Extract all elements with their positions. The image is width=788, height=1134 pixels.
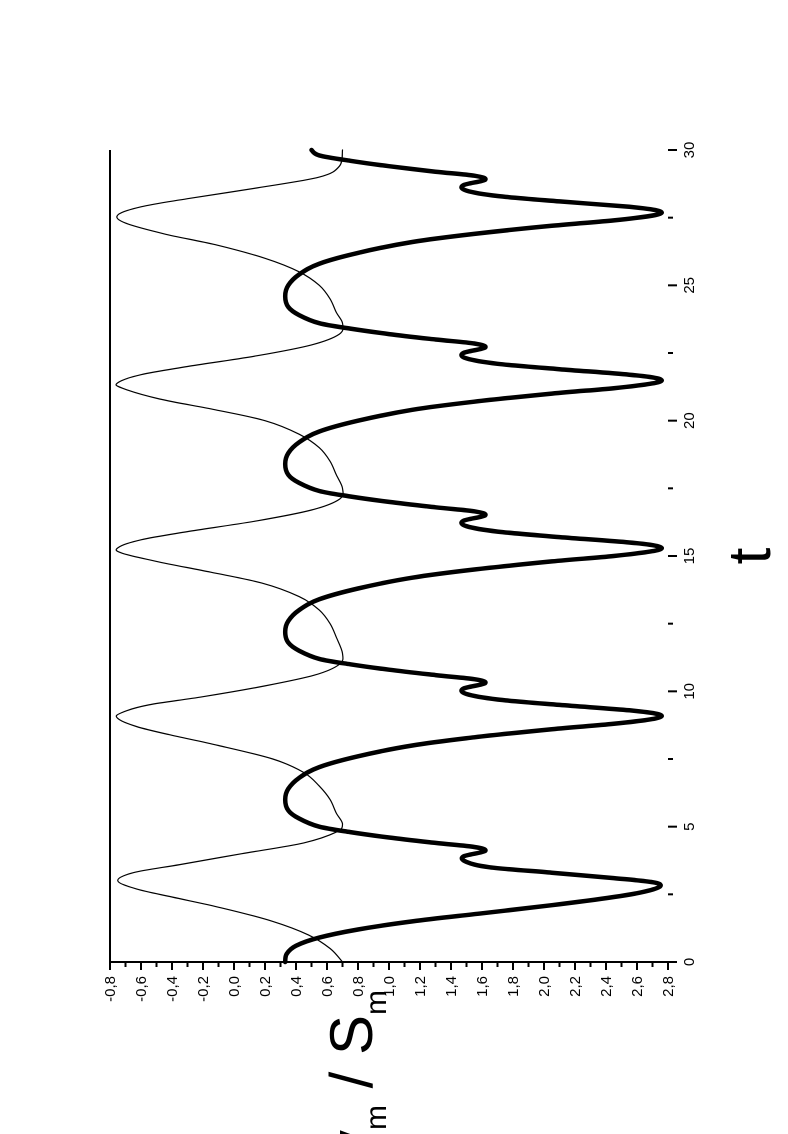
y-tick-label: 1,4 <box>443 976 460 997</box>
y-ticks: -0,8 -0,6 -0,4 -0,2 0,0 0,2 0,4 0,6 0,8 1,0 1,2 1,4… <box>102 962 677 1002</box>
series-line-thick <box>282 147 664 965</box>
x-tick-label: 20 <box>681 412 698 429</box>
y-tick-label: -0,4 <box>164 976 181 1002</box>
x-axis-title: t <box>716 547 783 564</box>
x-tick-label: 30 <box>681 142 698 159</box>
x-ticks: 0 5 10 15 20 25 30 <box>668 142 698 966</box>
y-tick-label: 0,0 <box>226 976 243 997</box>
y-tick-label: 1,2 <box>412 976 429 997</box>
y-axis-title: vm / Sm <box>318 990 393 1134</box>
y-tick-label: 2,4 <box>598 976 615 997</box>
series-line-thin <box>115 149 344 963</box>
y-tick-label: 0,6 <box>319 976 336 997</box>
y-axis-title-separator: / S <box>318 1015 385 1105</box>
x-tick-label: 0 <box>681 958 698 966</box>
y-tick-label: 1,8 <box>505 976 522 997</box>
y-tick-label: 1,0 <box>381 976 398 997</box>
plot-area <box>115 147 664 965</box>
y-axis-title-main: v <box>318 1130 385 1134</box>
x-tick-label: 25 <box>681 277 698 294</box>
y-tick-label: 0,4 <box>288 976 305 997</box>
y-axis-title-sub1: m <box>360 1105 393 1130</box>
x-tick-label: 15 <box>681 548 698 565</box>
axes <box>109 150 668 963</box>
y-axis-title-sub2: m <box>360 990 393 1015</box>
y-tick-label: 1,6 <box>474 976 491 997</box>
y-tick-label: 2,8 <box>660 976 677 997</box>
y-tick-label: -0,2 <box>195 976 212 1002</box>
y-tick-label: 2,2 <box>567 976 584 997</box>
x-tick-label: 10 <box>681 683 698 700</box>
y-tick-label: 2,6 <box>629 976 646 997</box>
y-tick-label: 2,0 <box>536 976 553 997</box>
y-tick-label: -0,8 <box>102 976 119 1002</box>
y-tick-label: 0,2 <box>257 976 274 997</box>
y-tick-label: -0,6 <box>133 976 150 1002</box>
x-tick-label: 5 <box>681 822 698 830</box>
y-tick-label: 0,8 <box>350 976 367 997</box>
